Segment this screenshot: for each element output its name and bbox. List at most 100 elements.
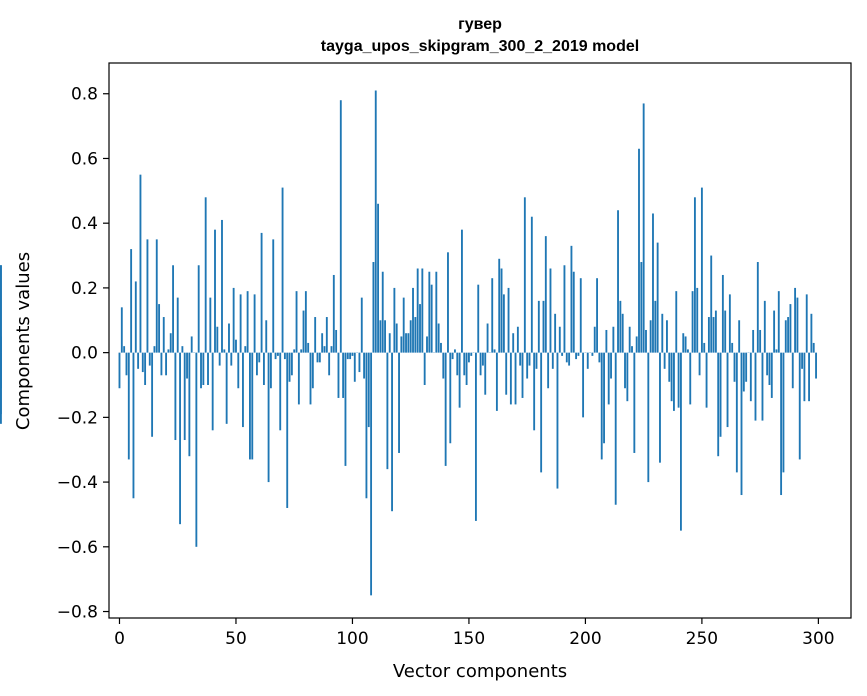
bar (614, 352, 617, 505)
y-axis: −0.8 −0.6 −0.4 −0.2 0.0 0.2 0.4 0.6 0.8 (57, 85, 109, 623)
bar (686, 349, 689, 353)
bar (612, 326, 615, 353)
bar (801, 352, 804, 369)
bar (530, 216, 533, 353)
bar (153, 346, 156, 353)
bar (523, 197, 526, 353)
x-tick-label: 200 (569, 629, 601, 649)
bar (631, 346, 633, 353)
bar (197, 265, 200, 353)
bar (127, 352, 130, 460)
bar (654, 300, 657, 353)
bar (502, 294, 505, 353)
bar (605, 329, 608, 353)
bar (554, 313, 557, 353)
bar (293, 349, 296, 353)
x-tick-label: 150 (453, 629, 485, 649)
bar (582, 352, 585, 418)
y-tick-label: −0.4 (57, 473, 98, 493)
y-tick-label: 0.4 (71, 214, 98, 234)
bar (134, 281, 137, 353)
bar (491, 278, 494, 353)
bar (447, 252, 449, 353)
bar (323, 346, 326, 353)
bar (563, 265, 566, 353)
bar (500, 268, 503, 353)
bar (372, 262, 375, 353)
y-tick-label: −0.6 (57, 538, 98, 558)
bar (137, 352, 140, 369)
bar (805, 294, 808, 353)
bar (693, 197, 696, 353)
bar (214, 229, 216, 353)
bar (451, 352, 454, 360)
bar (724, 310, 727, 353)
bar (330, 346, 333, 353)
bar (749, 352, 752, 402)
x-axis: 0 50 100 150 200 250 300 (114, 618, 835, 649)
bar (621, 313, 624, 353)
bar (286, 352, 289, 508)
bar (754, 352, 757, 421)
bar (558, 326, 561, 353)
x-tick-label: 250 (686, 629, 718, 649)
bar (766, 352, 769, 376)
bar (244, 346, 247, 353)
bar (519, 352, 522, 366)
bar (619, 300, 622, 353)
bar (738, 320, 741, 353)
bar (162, 317, 165, 353)
bar (218, 352, 221, 366)
bar (151, 352, 154, 437)
bar (449, 352, 452, 444)
bar (118, 352, 121, 389)
bar (570, 245, 573, 353)
bar (188, 352, 191, 457)
bar (172, 265, 174, 353)
bar (423, 352, 426, 385)
bar (652, 213, 654, 353)
bar (512, 333, 515, 353)
bar (756, 262, 759, 353)
bar (146, 239, 149, 353)
bar (607, 352, 610, 405)
bar (775, 349, 778, 353)
bar (304, 291, 307, 353)
bar (351, 352, 354, 356)
bar (414, 317, 417, 353)
bar (249, 352, 251, 460)
bar (773, 310, 776, 353)
bar (680, 352, 682, 531)
bar (784, 320, 787, 353)
bar (176, 297, 179, 353)
bar (728, 294, 731, 353)
bar (125, 352, 128, 376)
bar (258, 352, 261, 363)
bar (174, 352, 177, 441)
bar (0, 265, 2, 353)
bar (318, 352, 321, 363)
bar (505, 352, 508, 395)
bar (437, 323, 440, 353)
bar (495, 352, 498, 411)
bar (314, 317, 317, 353)
bar (794, 287, 797, 353)
bar (721, 274, 724, 353)
bar (158, 304, 161, 353)
bar (735, 352, 738, 473)
bar (696, 287, 699, 353)
bar (470, 352, 473, 356)
bar (787, 317, 790, 353)
bar (579, 278, 582, 353)
bar (798, 352, 801, 460)
bar (549, 268, 552, 353)
bar (393, 287, 396, 353)
bar (521, 352, 524, 398)
bar (398, 352, 400, 453)
bar (486, 323, 489, 353)
bar (640, 262, 643, 353)
plot-area-frame (108, 62, 852, 619)
bar (290, 352, 293, 376)
bar (551, 352, 554, 369)
